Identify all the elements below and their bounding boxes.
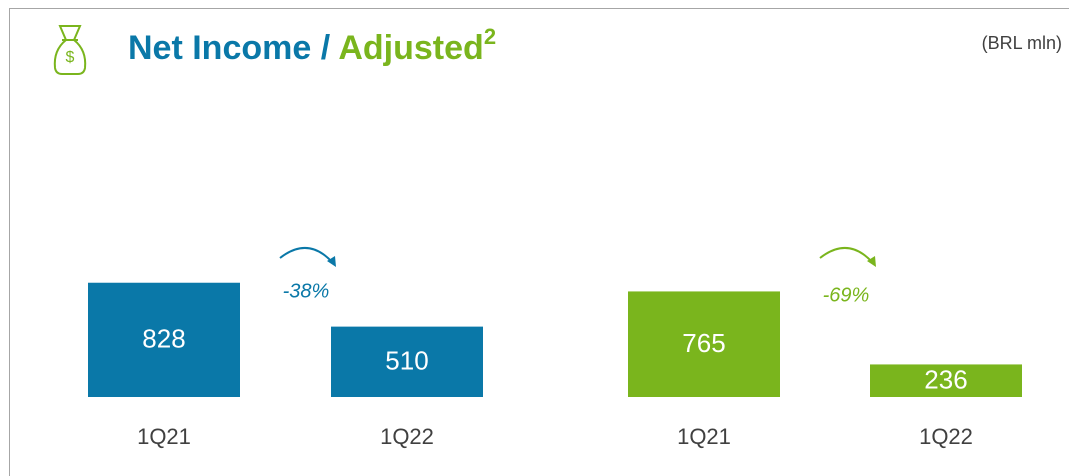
arrow-head [327,256,336,267]
x-tick-label: 1Q21 [677,424,731,449]
change-annotation: -69% [823,284,870,306]
x-tick-label: 1Q21 [137,424,191,449]
x-tick-label: 1Q22 [919,424,973,449]
money-bag-icon [53,25,87,75]
unit-label: (BRL mln) [982,33,1062,53]
value-label: 765 [682,328,725,358]
bar [870,364,1022,397]
bar [331,326,483,397]
x-tick-label: 1Q22 [380,424,434,449]
title-main: Net Income / [128,29,331,67]
arrow-head [867,256,876,267]
bar [88,282,240,397]
value-label: 236 [924,365,967,395]
change-annotation: -38% [283,280,330,302]
value-label: 510 [385,346,428,376]
chart-title: Net Income / Adjusted2 [128,24,496,67]
bar [628,291,780,397]
change-arrow [819,246,873,263]
change-arrow [279,246,333,263]
title-adjusted: Adjusted [338,29,483,67]
value-label: 828 [142,324,185,354]
title-superscript: 2 [484,24,496,49]
frame [9,8,1069,476]
dollar-sign: $ [66,49,75,66]
